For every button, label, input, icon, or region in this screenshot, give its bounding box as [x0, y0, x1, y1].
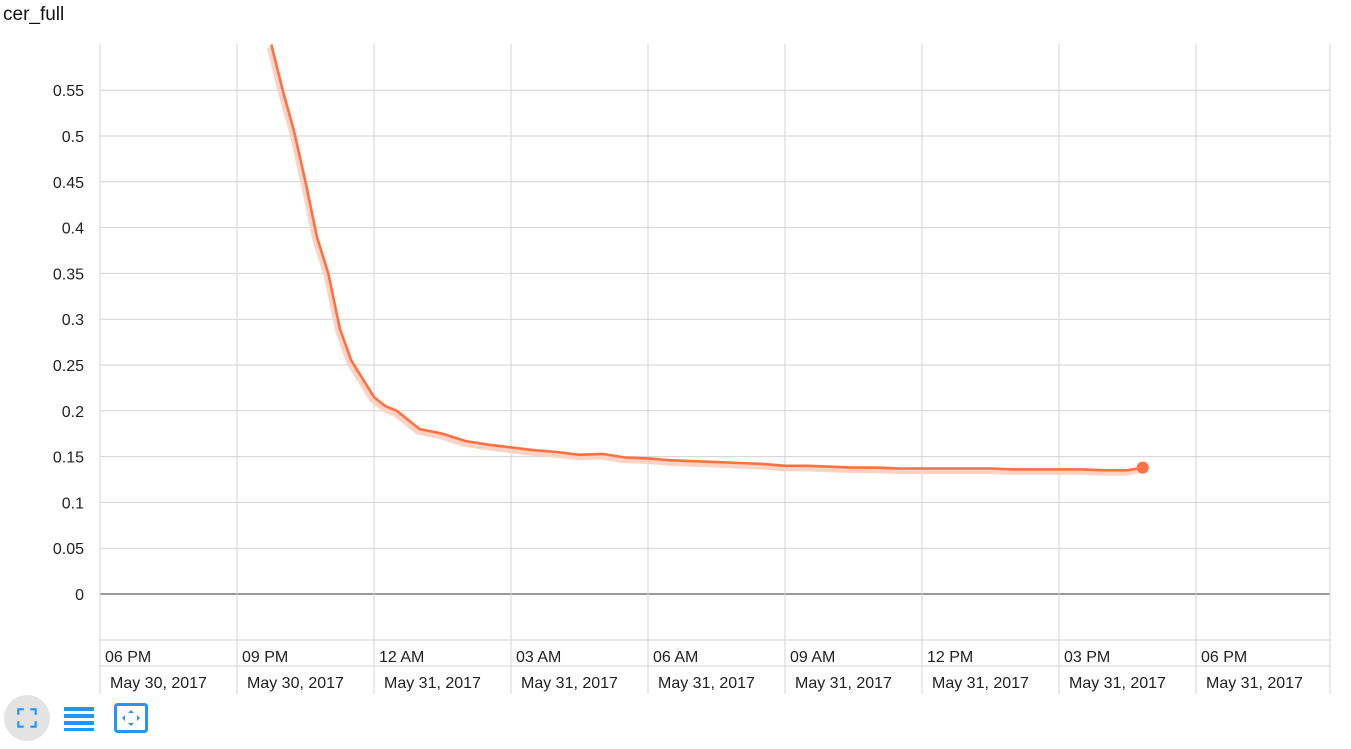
x-tick-date-label: May 30, 2017	[247, 675, 344, 692]
y-axis-tick-labels: 0 0.05 0.1 0.15 0.2 0.25 0.3 0.35 0.4 0.45 0.5 0.55	[53, 83, 84, 604]
x-tick-time-label: 06 PM	[1201, 649, 1247, 666]
toggle-log-scale-button[interactable]	[56, 695, 102, 741]
series-layer	[266, 44, 1149, 476]
x-tick-date-label: May 31, 2017	[795, 675, 892, 692]
x-axis-tick-labels: 06 PM May 30, 2017 09 PM May 30, 2017 12 AM M…	[105, 649, 1303, 692]
fit-domain-button[interactable]	[4, 695, 50, 741]
y-tick-label: 0.55	[53, 83, 84, 100]
chart-grid	[99, 44, 1331, 694]
expand-icon	[114, 703, 148, 733]
x-tick-time-label: 03 PM	[1064, 649, 1110, 666]
x-tick-time-label: 09 PM	[242, 649, 288, 666]
x-tick-date-label: May 31, 2017	[384, 675, 481, 692]
chart-title: cer_full	[3, 4, 65, 25]
series-line	[270, 44, 1143, 472]
y-tick-label: 0.5	[62, 129, 84, 146]
y-tick-label: 0.25	[53, 358, 84, 375]
x-tick-date-label: May 31, 2017	[521, 675, 618, 692]
expand-button[interactable]	[108, 695, 154, 741]
x-tick-date-label: May 30, 2017	[110, 675, 207, 692]
x-tick-date-label: May 31, 2017	[658, 675, 755, 692]
x-tick-time-label: 06 PM	[105, 649, 151, 666]
raw-series-line	[266, 46, 1142, 476]
fit-domain-icon	[17, 708, 37, 728]
y-tick-label: 0.15	[53, 450, 84, 467]
last-point-marker	[1136, 461, 1149, 474]
x-tick-time-label: 12 AM	[379, 649, 424, 666]
y-tick-label: 0.4	[62, 221, 84, 238]
y-tick-label: 0.05	[53, 541, 84, 558]
y-tick-label: 0.3	[62, 312, 84, 329]
x-tick-time-label: 06 AM	[653, 649, 698, 666]
y-tick-label: 0.45	[53, 175, 84, 192]
line-chart[interactable]: 0 0.05 0.1 0.15 0.2 0.25 0.3 0.35 0.4 0.45 0.5 0.55…	[0, 0, 1351, 694]
y-tick-label: 0.2	[62, 404, 84, 421]
toggle-log-scale-icon	[64, 707, 94, 731]
chart-toolbar	[4, 694, 160, 742]
x-tick-time-label: 09 AM	[790, 649, 835, 666]
y-tick-label: 0.1	[62, 495, 84, 512]
y-tick-label: 0.35	[53, 266, 84, 283]
x-tick-date-label: May 31, 2017	[1206, 675, 1303, 692]
x-tick-date-label: May 31, 2017	[1069, 675, 1166, 692]
x-tick-time-label: 03 AM	[516, 649, 561, 666]
y-tick-label: 0	[75, 587, 84, 604]
x-tick-date-label: May 31, 2017	[932, 675, 1029, 692]
x-tick-time-label: 12 PM	[927, 649, 973, 666]
